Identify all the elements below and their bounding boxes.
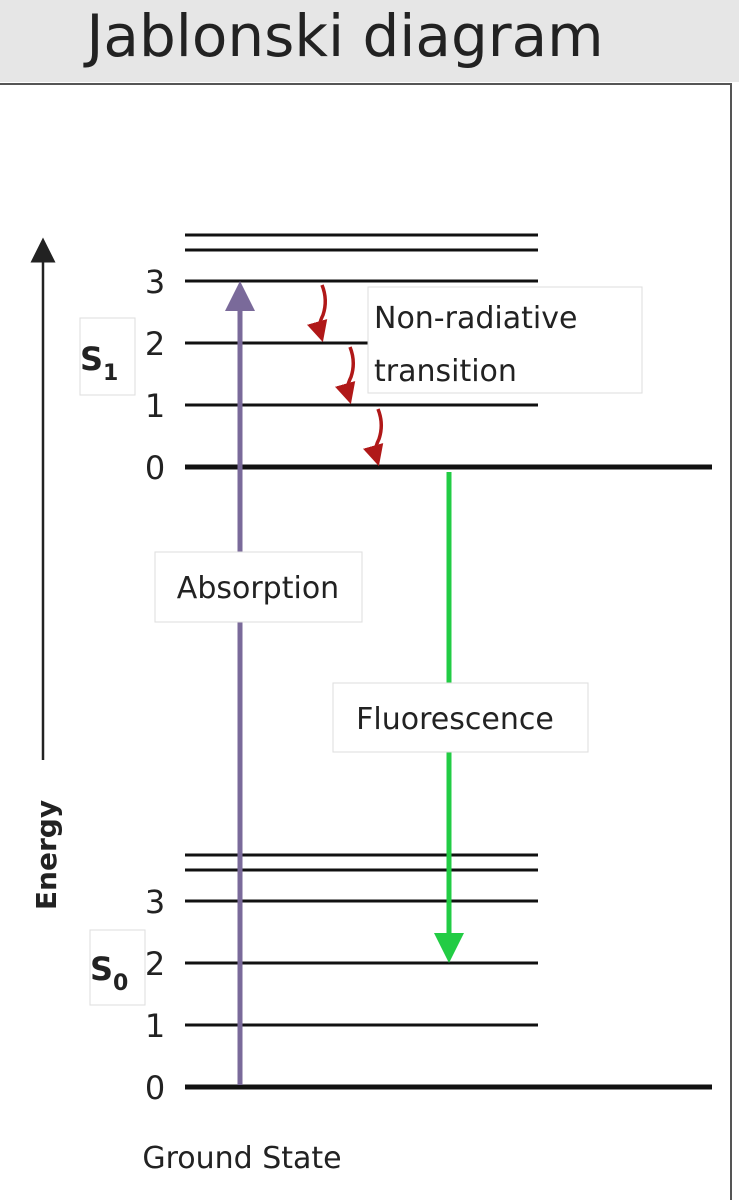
level-label: 2: [145, 945, 165, 983]
s1-level-labels: 3 2 1 0: [145, 263, 165, 487]
state-box: [89, 929, 146, 1006]
non-radiative-label: transition: [374, 354, 517, 389]
fluorescence-label: Fluorescence: [356, 702, 554, 737]
state-label: S0: [90, 950, 128, 996]
ground-state-label: Ground State: [142, 1141, 341, 1176]
level-label: 2: [145, 325, 165, 363]
label-box: [154, 551, 363, 623]
level-label: 3: [145, 883, 165, 921]
s0-levels: [185, 853, 712, 1090]
level-label: 1: [145, 1007, 165, 1045]
level-label: 0: [145, 1069, 165, 1107]
s0-level-labels: 3 2 1 0: [145, 883, 165, 1107]
level-label: 1: [145, 387, 165, 425]
level-label: 3: [145, 263, 165, 301]
non-radiative-arrows: [307, 284, 384, 467]
state-label: S1: [80, 340, 118, 386]
title-band: [0, 0, 739, 82]
frame: [0, 83, 732, 1204]
absorption-label: Absorption: [177, 571, 339, 606]
title: Jablonski diagram: [83, 2, 603, 70]
state-box: [79, 317, 136, 396]
energy-label: Energy: [30, 800, 63, 910]
label-box: [332, 682, 589, 753]
label-box: [367, 286, 643, 394]
level-label: 0: [145, 449, 165, 487]
non-radiative-label: Non-radiative: [374, 301, 577, 336]
